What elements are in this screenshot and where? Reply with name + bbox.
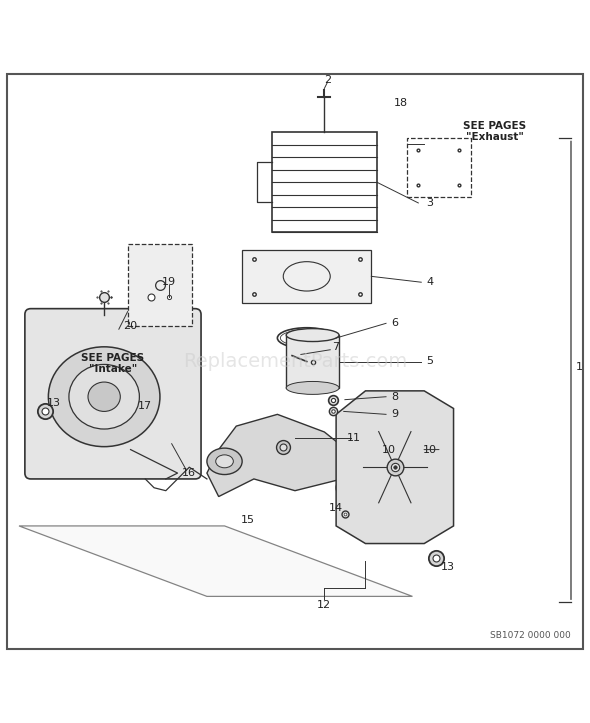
Ellipse shape — [336, 476, 365, 500]
Text: 19: 19 — [162, 277, 176, 287]
Text: SB1072 0000 000: SB1072 0000 000 — [490, 631, 571, 641]
Text: 5: 5 — [427, 356, 434, 367]
Text: SEE PAGES
"Intake": SEE PAGES "Intake" — [81, 353, 145, 375]
Ellipse shape — [286, 329, 339, 341]
Text: 11: 11 — [347, 433, 360, 443]
Text: 16: 16 — [182, 468, 196, 478]
Ellipse shape — [343, 482, 358, 494]
Polygon shape — [19, 526, 412, 596]
Text: 18: 18 — [394, 98, 408, 108]
Text: 1: 1 — [576, 362, 584, 372]
Text: 12: 12 — [317, 599, 332, 609]
Bar — [271, 132, 377, 232]
Text: ReplacementParts.com: ReplacementParts.com — [183, 352, 407, 371]
Text: 10: 10 — [423, 445, 437, 455]
Polygon shape — [207, 414, 354, 497]
Ellipse shape — [69, 364, 139, 429]
Ellipse shape — [88, 382, 120, 411]
FancyBboxPatch shape — [25, 309, 201, 479]
Text: 4: 4 — [427, 277, 434, 287]
Bar — [348, 432, 430, 467]
Text: 7: 7 — [333, 342, 340, 352]
Text: 6: 6 — [391, 318, 398, 328]
Polygon shape — [127, 244, 192, 326]
Text: 10: 10 — [382, 445, 396, 455]
Bar — [286, 335, 339, 388]
Ellipse shape — [286, 382, 339, 394]
Text: 13: 13 — [441, 562, 455, 572]
Text: 3: 3 — [427, 198, 434, 208]
Text: 14: 14 — [329, 503, 343, 513]
Text: 15: 15 — [241, 515, 255, 525]
Polygon shape — [336, 391, 454, 544]
Text: 2: 2 — [324, 74, 331, 85]
Text: 17: 17 — [138, 401, 152, 411]
Text: 13: 13 — [47, 398, 61, 408]
Text: SEE PAGES
"Exhaust": SEE PAGES "Exhaust" — [463, 121, 526, 142]
Ellipse shape — [216, 455, 233, 468]
Ellipse shape — [207, 448, 242, 474]
Text: 9: 9 — [391, 409, 398, 419]
Text: 20: 20 — [123, 321, 137, 331]
Text: 8: 8 — [391, 392, 398, 402]
Bar — [242, 250, 371, 303]
Ellipse shape — [48, 347, 160, 447]
